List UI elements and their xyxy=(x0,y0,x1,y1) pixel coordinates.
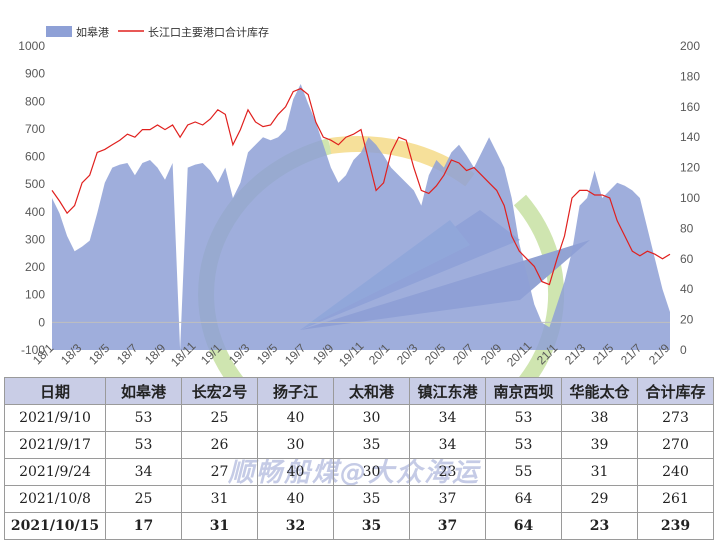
table-cell: 35 xyxy=(333,512,410,540)
y-left-tick: 600 xyxy=(25,150,45,164)
table-cell: 27 xyxy=(181,458,258,486)
y-left-tick: 300 xyxy=(25,232,45,246)
table-cell: 273 xyxy=(637,404,714,432)
y-right-tick: 180 xyxy=(680,69,700,83)
table-cell: 37 xyxy=(409,512,486,540)
y-right-tick: 120 xyxy=(680,161,700,175)
table-cell: 35 xyxy=(333,485,410,513)
y-left-tick: 900 xyxy=(25,67,45,81)
table-cell: 26 xyxy=(181,431,258,459)
y-left-tick: 0 xyxy=(38,315,45,329)
y-right-tick: 20 xyxy=(680,313,694,327)
table-row: 2021/10/8 25 31 40 35 37 64 29 261 xyxy=(4,485,714,513)
table-cell: 30 xyxy=(333,404,410,432)
table-cell: 38 xyxy=(561,404,638,432)
table-header-cell: 扬子江 xyxy=(257,377,334,405)
y-right-tick: 140 xyxy=(680,130,700,144)
table-cell: 31 xyxy=(561,458,638,486)
y-left-tick: -100 xyxy=(21,343,45,357)
chart: 10009008007006005004003002001000-1002001… xyxy=(18,25,700,377)
table-cell: 240 xyxy=(637,458,714,486)
table-cell: 30 xyxy=(333,458,410,486)
table-cell: 25 xyxy=(105,485,182,513)
y-right-tick: 0 xyxy=(680,343,687,357)
table-row: 2021/9/17 53 26 30 35 34 53 39 270 xyxy=(4,431,714,459)
legend-label-rugao: 如皋港 xyxy=(76,25,109,39)
table-cell: 2021/10/8 xyxy=(4,485,106,513)
table-cell: 2021/9/10 xyxy=(4,404,106,432)
y-left-tick: 200 xyxy=(25,260,45,274)
y-left-tick: 800 xyxy=(25,94,45,108)
y-right-tick: 200 xyxy=(680,39,700,53)
table-header-row: 日期 如皋港 长宏2号 扬子江 太和港 镇江东港 南京西坝 华能太仓 合计库存 xyxy=(4,377,714,405)
table-header-cell: 南京西坝 xyxy=(485,377,562,405)
y-left-tick: 500 xyxy=(25,177,45,191)
table-header-cell: 如皋港 xyxy=(105,377,182,405)
table-row: 2021/9/10 53 25 40 30 34 53 38 273 xyxy=(4,404,714,432)
y-right-tick: 160 xyxy=(680,100,700,114)
table-header-cell: 华能太仓 xyxy=(561,377,638,405)
y-left-tick: 100 xyxy=(25,288,45,302)
table-cell: 239 xyxy=(637,512,714,540)
series-area-rugao xyxy=(52,84,670,350)
y-right-tick: 80 xyxy=(680,221,694,235)
table-cell: 40 xyxy=(257,404,334,432)
table-cell: 39 xyxy=(561,431,638,459)
data-table: 日期 如皋港 长宏2号 扬子江 太和港 镇江东港 南京西坝 华能太仓 合计库存 2021/9/1… xyxy=(4,377,714,540)
table-cell: 23 xyxy=(409,458,486,486)
table-header-cell: 日期 xyxy=(4,377,106,405)
table-cell: 31 xyxy=(181,485,258,513)
table-cell: 35 xyxy=(333,431,410,459)
table-header-cell: 长宏2号 xyxy=(181,377,258,405)
table-row: 2021/9/24 34 27 40 30 23 55 31 240 xyxy=(4,458,714,486)
table-row: 2021/10/15 17 31 32 35 37 64 23 239 xyxy=(4,512,714,540)
table-header-cell: 合计库存 xyxy=(637,377,714,405)
table-cell: 270 xyxy=(637,431,714,459)
table-cell: 32 xyxy=(257,512,334,540)
table-cell: 2021/10/15 xyxy=(4,512,106,540)
table-cell: 23 xyxy=(561,512,638,540)
table-cell: 53 xyxy=(485,431,562,459)
table-body: 2021/9/10 53 25 40 30 34 53 38 273 2021/9/17 53 26 3… xyxy=(4,404,714,540)
table-cell: 25 xyxy=(181,404,258,432)
table-cell: 40 xyxy=(257,485,334,513)
table-cell: 37 xyxy=(409,485,486,513)
table-cell: 34 xyxy=(409,431,486,459)
table-cell: 261 xyxy=(637,485,714,513)
y-left-tick: 400 xyxy=(25,205,45,219)
table-cell: 17 xyxy=(105,512,182,540)
table-header-cell: 太和港 xyxy=(333,377,410,405)
legend-swatch-rugao xyxy=(46,26,72,37)
table-cell: 53 xyxy=(485,404,562,432)
table-cell: 2021/9/24 xyxy=(4,458,106,486)
table-cell: 64 xyxy=(485,512,562,540)
table-cell: 30 xyxy=(257,431,334,459)
table-cell: 55 xyxy=(485,458,562,486)
table-cell: 64 xyxy=(485,485,562,513)
y-left-tick: 1000 xyxy=(18,39,45,53)
y-right-tick: 100 xyxy=(680,191,700,205)
y-left-tick: 700 xyxy=(25,122,45,136)
table-cell: 53 xyxy=(105,404,182,432)
table-cell: 40 xyxy=(257,458,334,486)
table-cell: 53 xyxy=(105,431,182,459)
plot-area xyxy=(51,84,671,350)
y-right-tick: 40 xyxy=(680,282,694,296)
legend-label-total: 长江口主要港口合计库存 xyxy=(148,25,269,39)
table-cell: 34 xyxy=(105,458,182,486)
series-line-total-inventory xyxy=(51,87,671,286)
table-cell: 29 xyxy=(561,485,638,513)
y-right-tick: 60 xyxy=(680,252,694,266)
table-cell: 31 xyxy=(181,512,258,540)
table-cell: 34 xyxy=(409,404,486,432)
legend: 如皋港 长江口主要港口合计库存 xyxy=(46,25,269,39)
table-header-cell: 镇江东港 xyxy=(409,377,486,405)
table-cell: 2021/9/17 xyxy=(4,431,106,459)
